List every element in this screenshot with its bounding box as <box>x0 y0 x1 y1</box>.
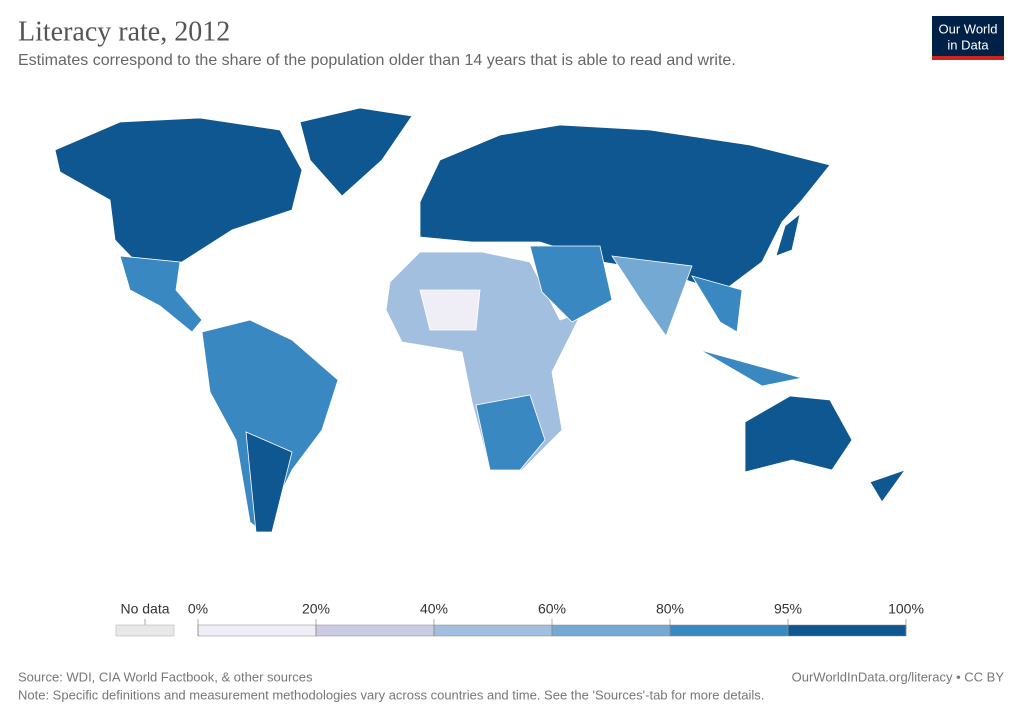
subtitle: Estimates correspond to the share of the… <box>18 52 736 69</box>
central-america <box>119 255 203 333</box>
middle-east <box>529 245 613 323</box>
legend-tick-label: 0% <box>188 601 208 617</box>
south-america <box>201 319 339 533</box>
legend-bin <box>787 624 907 637</box>
southern-africa <box>475 394 546 471</box>
logo-box <box>932 16 1004 56</box>
legend-bin <box>315 624 435 637</box>
legend-bin <box>551 624 671 637</box>
indonesia <box>699 349 803 387</box>
legend-tick-label: 20% <box>302 601 330 617</box>
note: Note: Specific definitions and measureme… <box>18 687 764 702</box>
logo-text: Our World <box>939 21 998 36</box>
greenland <box>299 107 413 197</box>
southern-cone <box>245 431 293 533</box>
world-map <box>54 107 907 533</box>
southeast-asia <box>691 275 743 333</box>
sahel <box>419 289 481 331</box>
legend-bin <box>669 624 789 637</box>
eurasia <box>419 124 831 293</box>
legend-bin <box>197 624 317 637</box>
title: Literacy rate, 2012 <box>18 16 230 47</box>
logo-text: in Data <box>947 37 989 52</box>
logo[interactable]: Our World in Data <box>932 16 1004 60</box>
north-america <box>54 117 303 267</box>
legend-tick-label: 80% <box>656 601 684 617</box>
legend-tick-label: 60% <box>538 601 566 617</box>
logo-bar <box>932 56 1004 60</box>
legend-bin <box>433 624 553 637</box>
no-data-swatch <box>115 624 175 637</box>
legend-tick-label: 95% <box>774 601 802 617</box>
legend-tick-label: 100% <box>888 601 924 617</box>
legend: No data 0% 20% 40% 60% 80% 95% 100% <box>115 601 924 637</box>
credit[interactable]: OurWorldInData.org/literacy • CC BY <box>792 669 1005 684</box>
legend-tick-label: 40% <box>420 601 448 617</box>
japan <box>775 212 801 257</box>
australia <box>744 395 853 473</box>
no-data-label: No data <box>120 601 169 617</box>
south-asia <box>611 255 693 337</box>
source: Source: WDI, CIA World Factbook, & other… <box>18 669 313 684</box>
new-zealand <box>869 469 907 503</box>
